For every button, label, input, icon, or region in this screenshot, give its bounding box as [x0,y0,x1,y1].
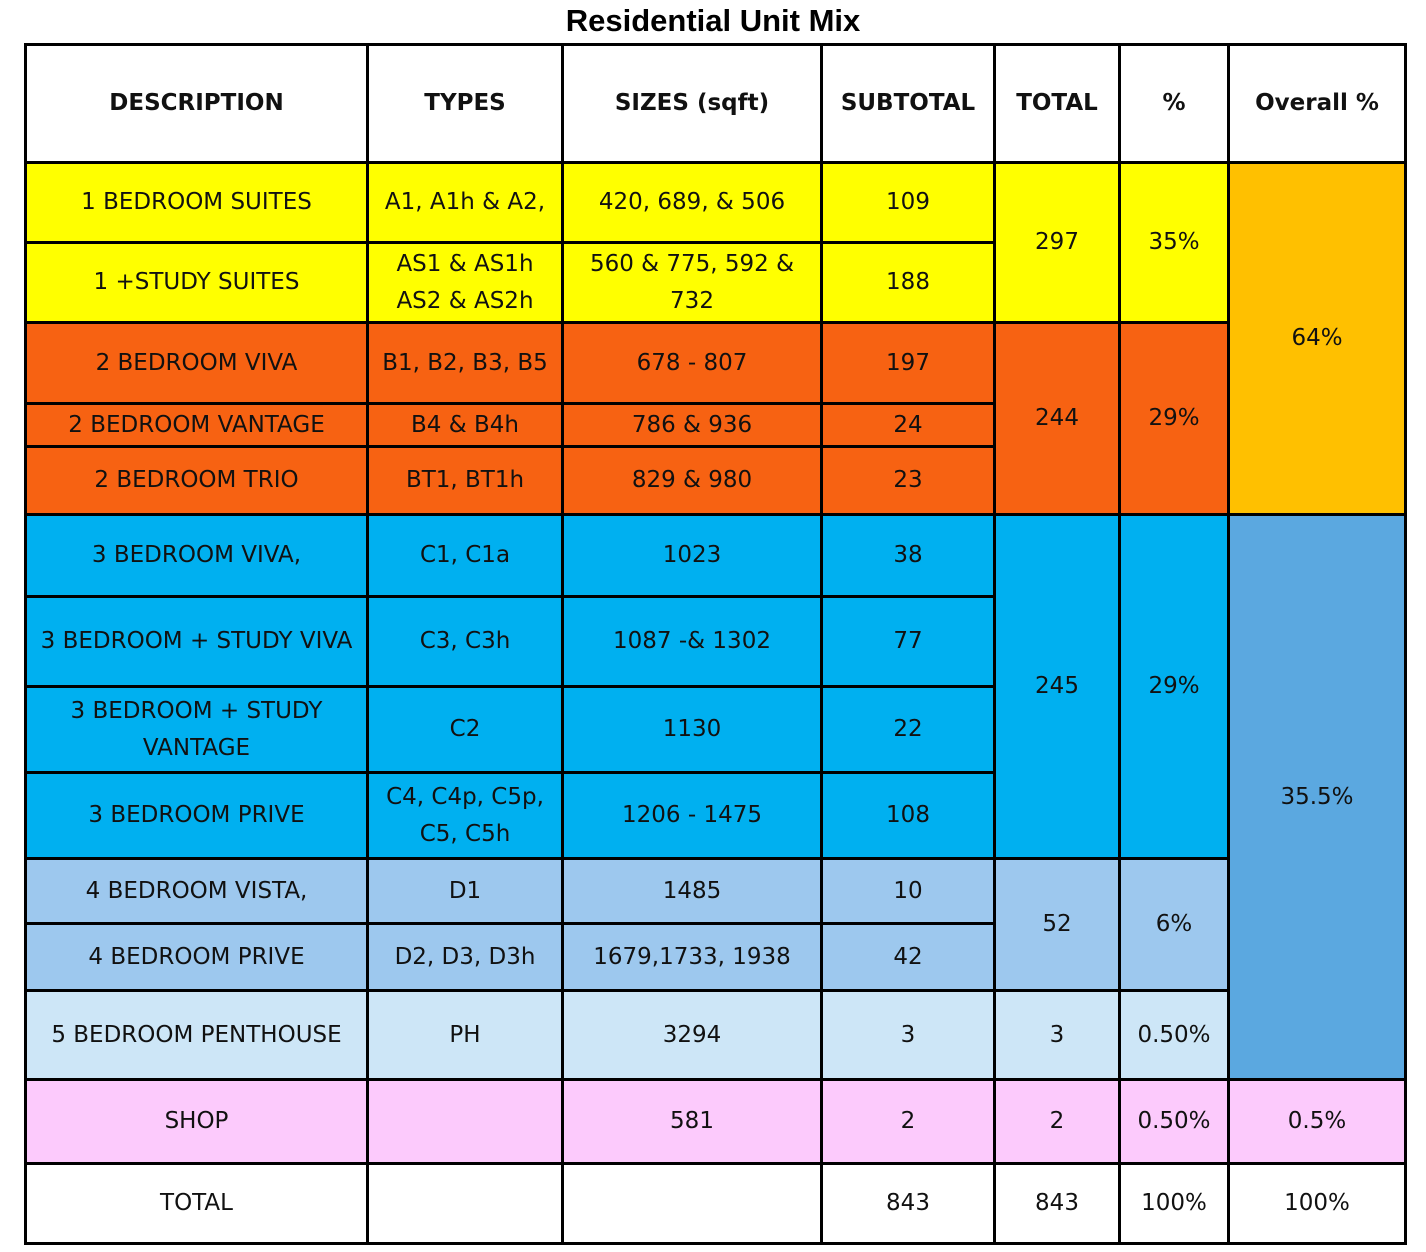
types-cell: C3, C3h [366,595,564,688]
description-cell: 5 BEDROOM PENTHOUSE [24,989,369,1081]
header-percent: % [1118,43,1230,164]
overall-lower-cell: 35.5% [1227,513,1407,1081]
sizes-cell: 1485 [561,857,823,925]
types-cell: C1, C1a [366,513,564,598]
grand-total-cell: 843 [993,1162,1121,1245]
header-subtotal: SUBTOTAL [820,43,996,164]
description-cell: 4 BEDROOM VISTA, [24,857,369,925]
sizes-cell: 1087 -& 1302 [561,595,823,688]
types-cell: B4 & B4h [366,402,564,448]
grand-percent-cell: 100% [1118,1162,1230,1245]
subtotal-cell: 10 [820,857,996,925]
description-cell: SHOP [24,1078,369,1165]
description-cell: 1 BEDROOM SUITES [24,161,369,244]
unit-mix-table: DESCRIPTION TYPES SIZES (sqft) SUBTOTAL … [24,43,1407,1245]
overall-upper-cell: 64% [1227,161,1407,516]
types-cell: AS1 & AS1h AS2 & AS2h [366,241,564,324]
description-cell: 2 BEDROOM TRIO [24,445,369,516]
group-percent-cell: 29% [1118,321,1230,516]
overall-grand-cell: 100% [1227,1162,1407,1245]
sizes-cell: 678 - 807 [561,321,823,405]
table-title: Residential Unit Mix [565,3,861,38]
subtotal-cell: 23 [820,445,996,516]
types-cell [366,1078,564,1165]
subtotal-cell: 2 [820,1078,996,1165]
description-cell: 2 BEDROOM VANTAGE [24,402,369,448]
sizes-cell: 829 & 980 [561,445,823,516]
description-cell: 1 +STUDY SUITES [24,241,369,324]
description-cell: 3 BEDROOM + STUDY VANTAGE [24,685,369,774]
header-description: DESCRIPTION [24,43,369,164]
subtotal-cell: 843 [820,1162,996,1245]
table-row: 3 BEDROOM + STUDY VIVA C3, C3h 1087 -& 1… [24,595,1406,688]
group-total-cell: 2 [993,1078,1121,1165]
overall-shop-cell: 0.5% [1227,1078,1407,1165]
table-row: 3 BEDROOM VIVA, C1, C1a 1023 38 245 29% … [24,513,1407,1081]
table-row: 1 BEDROOM SUITES A1, A1h & A2, 420, 689,… [24,161,1407,516]
description-cell: 3 BEDROOM PRIVE [24,771,369,860]
subtotal-cell: 3 [820,989,996,1081]
group-total-cell: 52 [993,857,1121,992]
group-total-cell: 245 [993,513,1121,860]
sizes-cell: 786 & 936 [561,402,823,448]
subtotal-cell: 24 [820,402,996,448]
description-cell: 3 BEDROOM VIVA, [24,513,369,598]
subtotal-cell: 38 [820,513,996,598]
group-percent-cell: 0.50% [1118,1078,1230,1165]
sizes-cell: 420, 689, & 506 [561,161,823,244]
description-cell: 4 BEDROOM PRIVE [24,922,369,992]
table-row: 2 BEDROOM VIVA B1, B2, B3, B5 678 - 807 … [24,321,1406,516]
subtotal-cell: 109 [820,161,996,244]
types-cell: C2 [366,685,564,774]
sizes-cell: 1130 [561,685,823,774]
subtotal-cell: 77 [820,595,996,688]
header-overall: Overall % [1227,43,1407,164]
types-cell: C4, C4p, C5p, C5, C5h [366,771,564,860]
sizes-cell: 1206 - 1475 [561,771,823,860]
types-cell: B1, B2, B3, B5 [366,321,564,405]
types-cell: BT1, BT1h [366,445,564,516]
subtotal-cell: 22 [820,685,996,774]
total-row: TOTAL 843 843 100% 100% [24,1162,1407,1245]
subtotal-cell: 197 [820,321,996,405]
subtotal-cell: 108 [820,771,996,860]
types-cell: D1 [366,857,564,925]
header-row: DESCRIPTION TYPES SIZES (sqft) SUBTOTAL … [24,43,1407,164]
table-row: 4 BEDROOM VISTA, D1 1485 10 52 6% [24,857,1406,992]
header-total: TOTAL [993,43,1121,164]
group-percent-cell: 0.50% [1118,989,1230,1081]
sizes-cell [561,1162,823,1245]
description-cell: 3 BEDROOM + STUDY VIVA [24,595,369,688]
sizes-cell: 560 & 775, 592 & 732 [561,241,823,324]
table-row: 4 BEDROOM PRIVE D2, D3, D3h 1679,1733, 1… [24,922,1406,992]
types-cell: D2, D3, D3h [366,922,564,992]
subtotal-cell: 188 [820,241,996,324]
sizes-cell: 3294 [561,989,823,1081]
types-cell: A1, A1h & A2, [366,161,564,244]
description-cell: TOTAL [24,1162,369,1245]
header-types: TYPES [366,43,564,164]
table-row: 5 BEDROOM PENTHOUSE PH 3294 3 3 0.50% [24,989,1406,1081]
types-cell [366,1162,564,1245]
subtotal-cell: 42 [820,922,996,992]
sizes-cell: 581 [561,1078,823,1165]
group-total-cell: 3 [993,989,1121,1081]
sizes-cell: 1679,1733, 1938 [561,922,823,992]
group-percent-cell: 6% [1118,857,1230,992]
group-percent-cell: 35% [1118,161,1230,324]
table-row: SHOP 581 2 2 0.50% 0.5% [24,1078,1407,1165]
types-cell: PH [366,989,564,1081]
sizes-cell: 1023 [561,513,823,598]
description-cell: 2 BEDROOM VIVA [24,321,369,405]
group-total-cell: 244 [993,321,1121,516]
group-total-cell: 297 [993,161,1121,324]
header-sizes: SIZES (sqft) [561,43,823,164]
group-percent-cell: 29% [1118,513,1230,860]
